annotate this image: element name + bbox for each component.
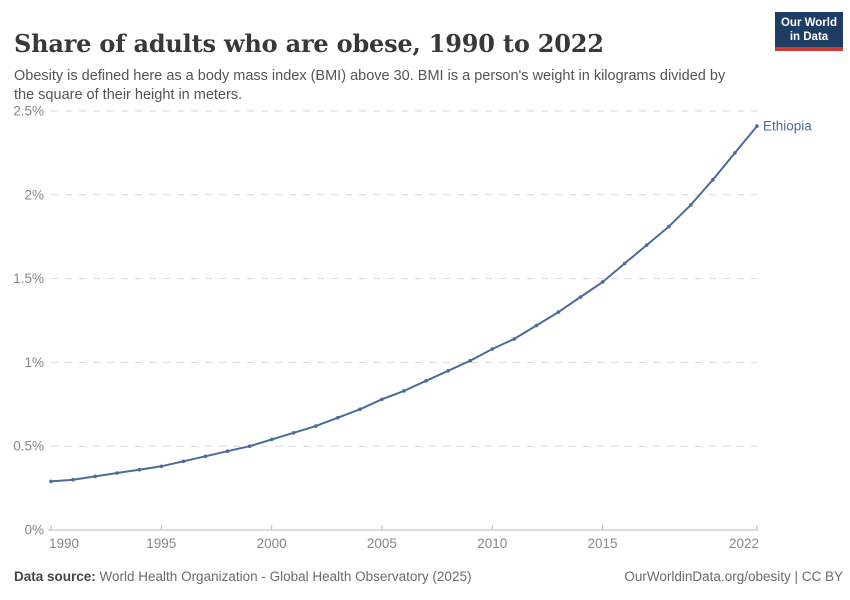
chart-subtitle: Obesity is defined here as a body mass i… xyxy=(14,67,726,104)
y-axis-tick-label: 0.5% xyxy=(13,439,44,454)
data-point[interactable] xyxy=(181,459,186,464)
x-axis-tick-label: 2015 xyxy=(588,536,618,551)
data-point[interactable] xyxy=(71,477,75,482)
license-link[interactable]: OurWorldinData.org/obesity | CC BY xyxy=(624,569,843,584)
y-axis-tick-label: 1% xyxy=(24,355,44,370)
data-point[interactable] xyxy=(622,261,627,266)
data-source-label: Data source: xyxy=(14,569,96,584)
chart-footer: Data source: World Health Organization -… xyxy=(14,569,843,584)
data-point[interactable] xyxy=(667,224,671,229)
data-point[interactable] xyxy=(225,449,230,454)
data-point[interactable] xyxy=(291,431,296,435)
owid-logo[interactable]: Our World in Data xyxy=(775,12,843,51)
data-point[interactable] xyxy=(93,474,97,479)
data-point[interactable] xyxy=(490,347,495,351)
data-point[interactable] xyxy=(468,358,473,363)
data-point[interactable] xyxy=(644,243,649,247)
x-axis-tick-label: 2022 xyxy=(729,536,759,551)
data-point[interactable] xyxy=(358,407,362,412)
data-point[interactable] xyxy=(711,177,715,182)
data-point[interactable] xyxy=(247,444,252,449)
owid-logo-line1: Our World xyxy=(780,17,837,29)
y-axis-tick-label: 2.5% xyxy=(13,104,44,119)
x-axis-tick-label: 2010 xyxy=(477,536,507,551)
x-axis-tick-label: 2000 xyxy=(257,536,287,551)
owid-logo-line2: in Data xyxy=(789,31,829,43)
x-axis-tick-label: 1995 xyxy=(146,536,176,551)
data-point[interactable] xyxy=(446,369,450,373)
x-axis-tick-label: 1990 xyxy=(49,536,79,551)
y-axis-tick-label: 1.5% xyxy=(13,271,44,286)
data-source: Data source: World Health Organization -… xyxy=(14,569,471,584)
data-point[interactable] xyxy=(336,415,340,420)
data-point[interactable] xyxy=(159,464,164,469)
data-source-text: World Health Organization - Global Healt… xyxy=(95,569,472,584)
data-point[interactable] xyxy=(578,295,583,299)
series-end-label[interactable]: Ethiopia xyxy=(763,119,812,134)
data-point[interactable] xyxy=(269,437,274,442)
trend-line[interactable] xyxy=(50,125,758,483)
page-title: Share of adults who are obese, 1990 to 2… xyxy=(14,29,604,59)
data-point[interactable] xyxy=(49,479,53,484)
data-point[interactable] xyxy=(424,379,428,383)
x-axis-tick-label: 2005 xyxy=(367,536,397,551)
data-point[interactable] xyxy=(556,310,561,314)
data-point[interactable] xyxy=(203,454,208,459)
y-axis-tick-label: 0% xyxy=(24,523,44,538)
y-axis-tick-label: 2% xyxy=(24,187,44,202)
data-point[interactable] xyxy=(402,389,406,393)
data-point[interactable] xyxy=(314,424,318,428)
data-point[interactable] xyxy=(755,124,759,128)
data-point[interactable] xyxy=(689,203,693,207)
data-point[interactable] xyxy=(733,151,737,155)
data-point[interactable] xyxy=(137,467,142,472)
data-point[interactable] xyxy=(512,337,517,341)
data-point[interactable] xyxy=(534,323,539,328)
data-point[interactable] xyxy=(115,471,119,475)
data-point[interactable] xyxy=(600,280,605,284)
data-point[interactable] xyxy=(380,397,384,402)
